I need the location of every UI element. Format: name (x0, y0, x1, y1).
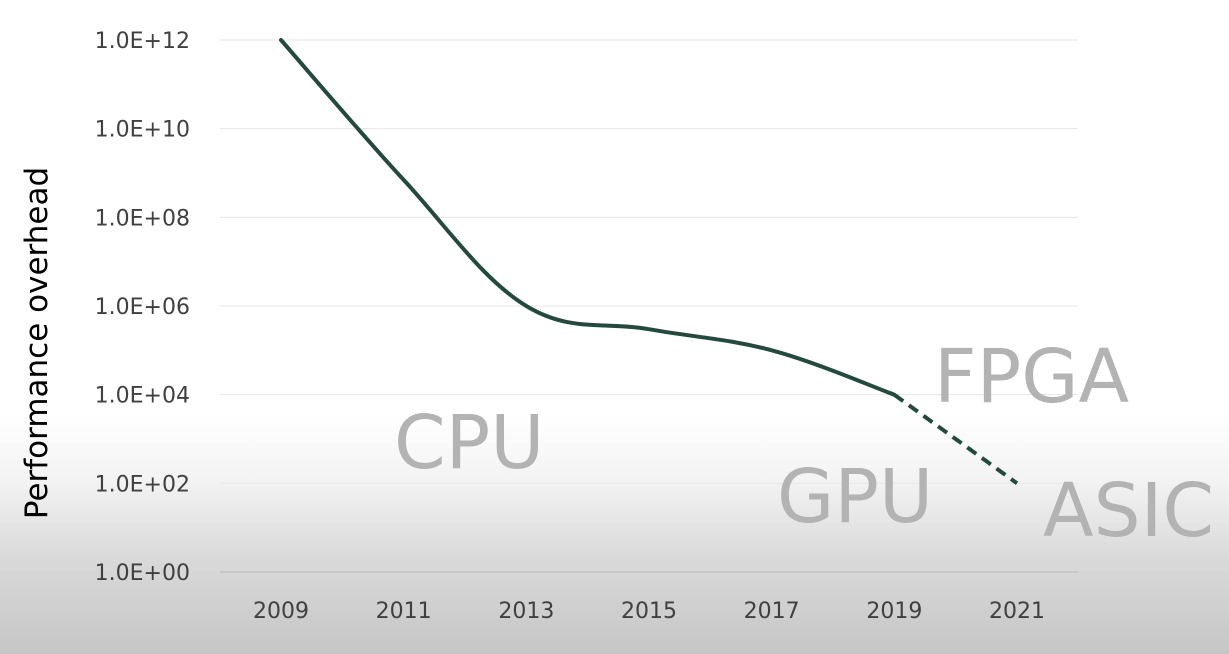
fpga-label: FPGA (934, 334, 1130, 420)
y-axis-title: Performance overhead (19, 167, 55, 519)
x-tick-label: 2017 (744, 599, 800, 624)
x-axis-ticks: 2009 2011 2013 2015 2017 2019 2021 (253, 599, 1045, 624)
y-tick-label: 1.0E+12 (95, 29, 190, 54)
y-axis-ticks: 1.0E+00 1.0E+02 1.0E+04 1.0E+06 1.0E+08 1.0E+… (95, 29, 190, 586)
asic-label: ASIC (1043, 468, 1214, 554)
x-tick-label: 2019 (866, 599, 922, 624)
y-tick-label: 1.0E+06 (95, 295, 190, 320)
x-tick-label: 2011 (376, 599, 432, 624)
projected-series-line (893, 393, 1019, 485)
series-lines (279, 38, 1019, 485)
x-tick-label: 2009 (253, 599, 309, 624)
x-tick-label: 2015 (621, 599, 677, 624)
series-line (279, 38, 897, 397)
y-tick-label: 1.0E+10 (95, 118, 190, 143)
x-tick-label: 2013 (498, 599, 554, 624)
y-tick-label: 1.0E+04 (95, 384, 190, 409)
x-tick-label: 2021 (989, 599, 1045, 624)
cpu-label: CPU (394, 400, 544, 486)
y-tick-label: 1.0E+08 (95, 206, 190, 231)
y-tick-label: 1.0E+00 (95, 561, 190, 586)
y-tick-label: 1.0E+02 (95, 472, 190, 497)
gpu-label: GPU (777, 454, 933, 540)
grid-lines (220, 39, 1078, 573)
